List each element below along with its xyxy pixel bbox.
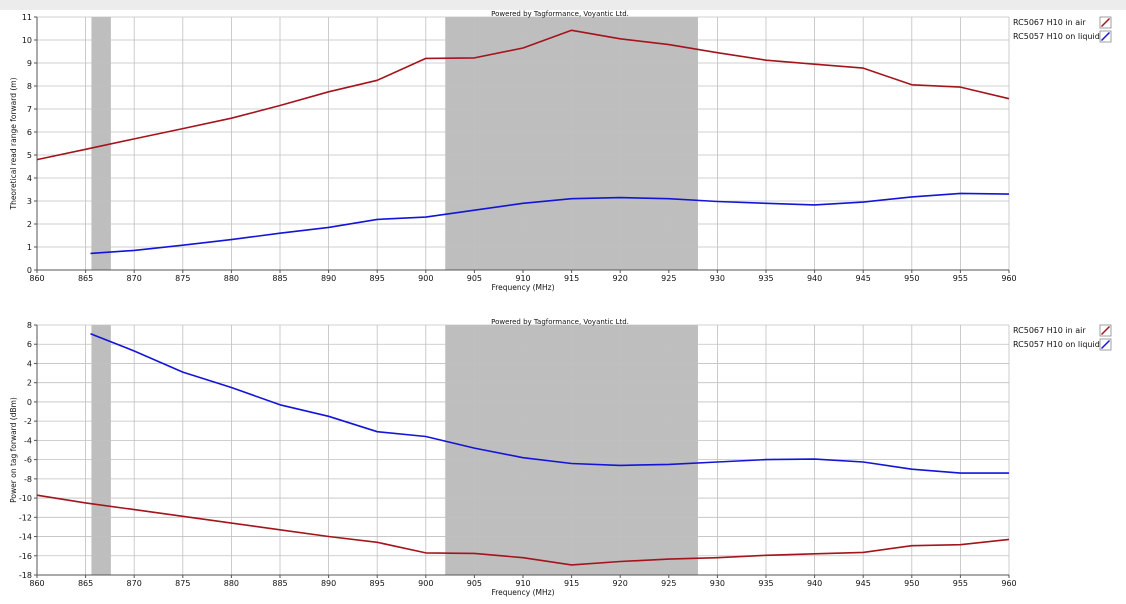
- y-tick-label: 6: [27, 128, 32, 137]
- y-tick-label: -18: [19, 571, 32, 580]
- x-tick-label: 960: [1001, 274, 1016, 283]
- chart-panel-2: -18 -16 -14 -12 -10 -8 -6 -4 -2 0 2 4 6 8 860 865 870 875…: [9, 318, 1112, 597]
- legend-swatch-icon: [1099, 338, 1112, 351]
- x-tick-label: 935: [758, 579, 773, 588]
- x-tick-label: 910: [515, 274, 530, 283]
- y-tick-label: 8: [27, 82, 32, 91]
- legend-label: RC5067 H10 in air: [1013, 18, 1086, 27]
- y-tick-label: 2: [27, 220, 32, 229]
- x-tick-label: 930: [710, 579, 725, 588]
- x-tick-label: 915: [564, 274, 579, 283]
- x-tick-label: 920: [613, 579, 628, 588]
- x-tick-label: 860: [29, 579, 44, 588]
- y-tick-label: -8: [24, 475, 32, 484]
- legend-swatch-icon: [1099, 30, 1112, 43]
- x-tick-label: 870: [127, 274, 142, 283]
- legend-swatch-line: [1100, 325, 1111, 336]
- x-tick-label: 905: [467, 579, 482, 588]
- y-tick-label: -4: [24, 436, 32, 445]
- x-tick-label: 945: [856, 579, 871, 588]
- x-tick-label: 920: [613, 274, 628, 283]
- x-axis-title: Frequency (MHz): [491, 283, 554, 292]
- y-tick-label: -10: [19, 494, 32, 503]
- x-tick-label: 955: [953, 274, 968, 283]
- x-tick-label: 870: [127, 579, 142, 588]
- x-tick-label: 875: [175, 274, 190, 283]
- x-tick-label: 885: [272, 274, 287, 283]
- x-tick-label: 955: [953, 579, 968, 588]
- x-tick-label: 860: [29, 274, 44, 283]
- x-tick-label: 880: [224, 274, 239, 283]
- y-tick-label: 0: [27, 266, 32, 275]
- y-tick-label: -16: [19, 552, 32, 561]
- y-tick-label: -6: [24, 456, 32, 465]
- y-tick-label: -2: [24, 417, 32, 426]
- x-tick-label: 890: [321, 274, 336, 283]
- x-tick-label: 885: [272, 579, 287, 588]
- y-tick-label: 1: [27, 243, 32, 252]
- x-tick-label: 925: [661, 274, 676, 283]
- x-tick-label: 945: [856, 274, 871, 283]
- x-tick-label: 950: [904, 579, 919, 588]
- legend-swatch-line: [1100, 31, 1111, 42]
- x-tick-label: 900: [418, 579, 433, 588]
- x-tick-label: 880: [224, 579, 239, 588]
- legend-swatch-icon: [1099, 324, 1112, 337]
- chart-credit: Powered by Tagformance, Voyantic Ltd.: [491, 318, 629, 326]
- legend-swatch-line: [1100, 339, 1111, 350]
- y-tick-label: 5: [27, 151, 32, 160]
- x-tick-label: 895: [370, 579, 385, 588]
- y-tick-label: 7: [27, 105, 32, 114]
- y-tick-label: 4: [27, 359, 32, 368]
- x-tick-label: 950: [904, 274, 919, 283]
- x-tick-label: 865: [78, 579, 93, 588]
- y-axis-title: Theoretical read range forward (m): [9, 77, 18, 210]
- y-tick-label: 0: [27, 398, 32, 407]
- x-tick-label: 890: [321, 579, 336, 588]
- y-tick-label: 8: [27, 321, 32, 330]
- legend-label: RC5057 H10 on liquid: [1013, 340, 1100, 349]
- x-tick-label: 960: [1001, 579, 1016, 588]
- chart-credit: Powered by Tagformance, Voyantic Ltd.: [491, 10, 629, 18]
- x-tick-label: 905: [467, 274, 482, 283]
- x-tick-label: 940: [807, 274, 822, 283]
- y-axis-title: Power on tag forward (dBm): [9, 397, 18, 503]
- shaded-band: [91, 17, 111, 270]
- series-line-2: [90, 192, 1010, 255]
- x-tick-label: 935: [758, 274, 773, 283]
- x-tick-label: 910: [515, 579, 530, 588]
- shaded-band: [91, 325, 111, 575]
- legend-swatch-line: [1100, 17, 1111, 28]
- series-line-1: [36, 29, 1010, 161]
- series-line-2: [90, 332, 1009, 474]
- y-tick-label: 9: [27, 59, 32, 68]
- y-tick-label: 10: [22, 36, 32, 45]
- x-axis-title: Frequency (MHz): [491, 588, 554, 597]
- x-tick-label: 915: [564, 579, 579, 588]
- x-tick-label: 940: [807, 579, 822, 588]
- y-tick-label: -14: [19, 533, 32, 542]
- legend-label: RC5057 H10 on liquid: [1013, 32, 1100, 41]
- y-tick-label: -12: [19, 513, 32, 522]
- y-tick-label: 3: [27, 197, 32, 206]
- y-tick-label: 11: [22, 13, 32, 22]
- series-line-1: [36, 494, 1010, 566]
- title-bar-strip: [0, 0, 1126, 10]
- x-tick-label: 895: [370, 274, 385, 283]
- x-tick-label: 900: [418, 274, 433, 283]
- y-tick-label: 2: [27, 379, 32, 388]
- x-tick-label: 930: [710, 274, 725, 283]
- x-tick-label: 865: [78, 274, 93, 283]
- x-tick-label: 925: [661, 579, 676, 588]
- y-tick-label: 4: [27, 174, 32, 183]
- y-tick-label: 6: [27, 340, 32, 349]
- legend-swatch-icon: [1099, 16, 1112, 29]
- x-tick-label: 875: [175, 579, 190, 588]
- legend-label: RC5067 H10 in air: [1013, 326, 1086, 335]
